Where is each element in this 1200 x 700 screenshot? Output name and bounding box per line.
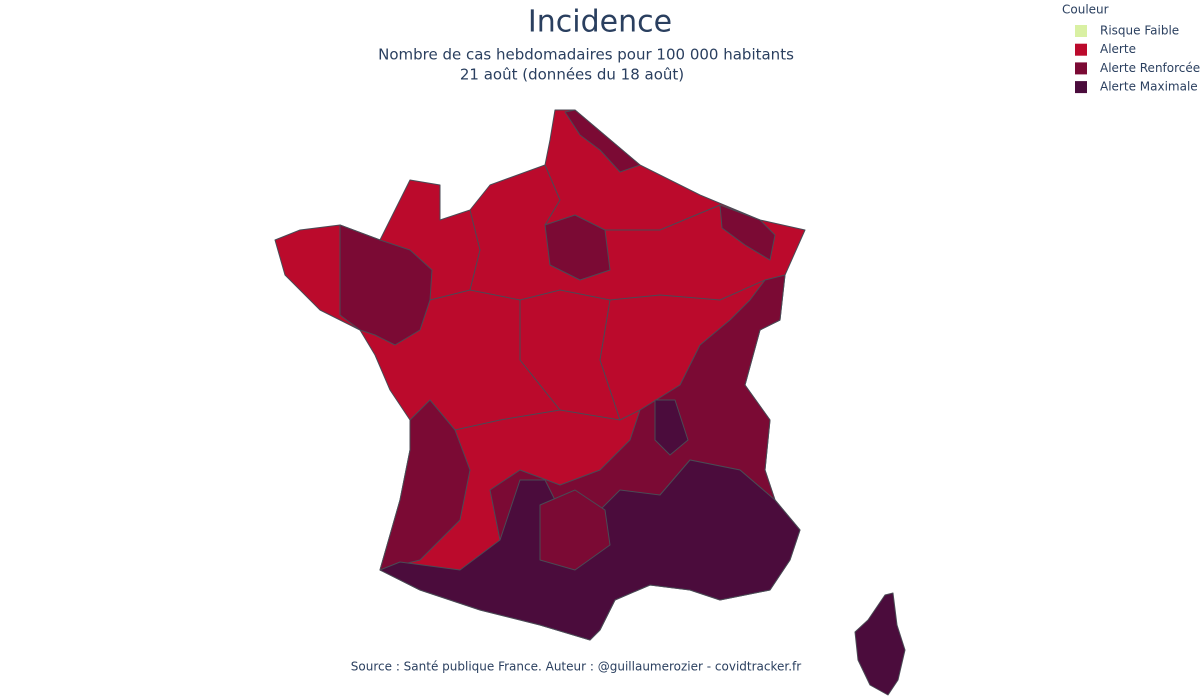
region <box>654 399 689 456</box>
map <box>274 109 906 696</box>
legend-label: Alerte <box>1100 42 1136 56</box>
legend-label: Alerte Maximale <box>1100 80 1198 94</box>
legend-swatch <box>1075 43 1087 56</box>
subtitle: Nombre de cas hebdomadaires pour 100 000… <box>378 46 794 64</box>
region <box>564 109 641 173</box>
region <box>339 224 433 346</box>
legend-label: Risque Faible <box>1100 24 1179 38</box>
legend-title: Couleur <box>1062 3 1109 17</box>
region <box>379 399 471 571</box>
legend-swatch <box>1075 62 1087 75</box>
source: Source : Santé publique France. Auteur :… <box>351 660 801 674</box>
title: Incidence <box>528 5 672 40</box>
subtitle: 21 août (données du 18 août) <box>460 66 684 84</box>
region <box>539 489 611 571</box>
region <box>544 214 611 281</box>
region <box>854 592 906 696</box>
legend-label: Alerte Renforcée <box>1100 61 1200 75</box>
region <box>719 204 776 261</box>
legend-swatch <box>1075 25 1087 37</box>
legend-swatch <box>1075 81 1087 94</box>
legend: Risque Faible Alerte Alerte Renforcée Alert… <box>1075 24 1200 94</box>
